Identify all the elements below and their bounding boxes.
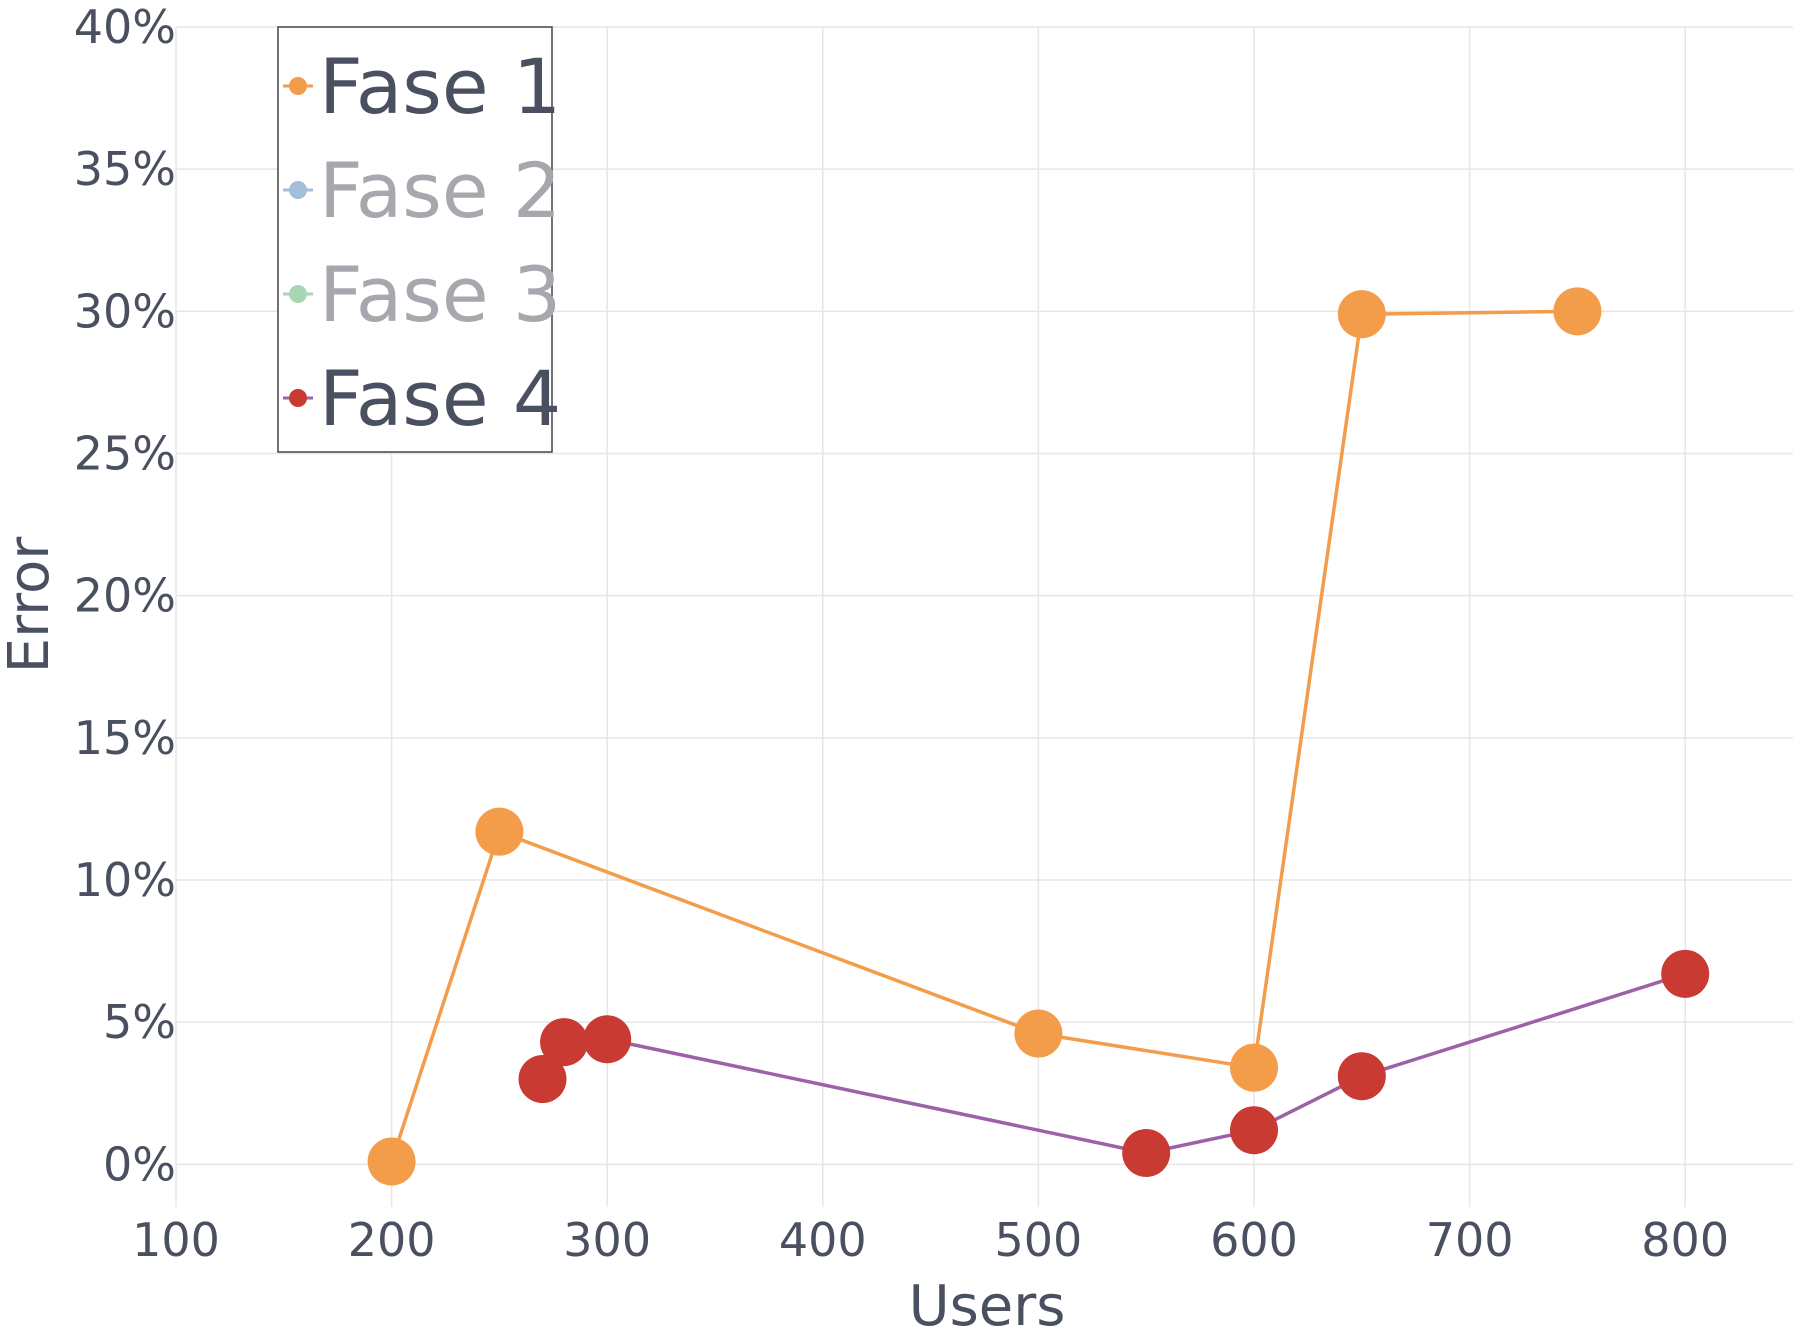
y-tick-label: 30%	[74, 284, 176, 338]
y-tick-label: 20%	[74, 569, 176, 623]
x-tick-label: 200	[348, 1213, 436, 1267]
legend-item-3[interactable]: Fase 3	[283, 250, 561, 339]
series-markers	[367, 287, 1710, 1186]
x-tick-label: 600	[1210, 1213, 1298, 1267]
data-point-series-4[interactable]	[1661, 949, 1710, 998]
legend-marker-swatch	[289, 181, 307, 199]
legend-item-2[interactable]: Fase 2	[283, 146, 561, 235]
y-tick-label: 25%	[74, 427, 176, 481]
data-point-series-1[interactable]	[1553, 287, 1602, 336]
legend: Fase 1 Fase 2 Fase 3 Fase 4	[277, 26, 561, 453]
y-tick-label: 40%	[74, 0, 176, 54]
data-point-series-4[interactable]	[1230, 1106, 1278, 1155]
x-tick-label: 300	[563, 1213, 651, 1267]
data-point-series-1[interactable]	[475, 807, 524, 856]
data-point-series-4[interactable]	[1337, 1052, 1386, 1101]
y-tick-label: 15%	[74, 711, 176, 765]
x-tick-label: 700	[1426, 1213, 1514, 1267]
legend-marker-swatch	[289, 285, 307, 303]
series-line-1	[389, 309, 1578, 1163]
data-point-series-1[interactable]	[1337, 290, 1386, 339]
y-tick-label: 35%	[74, 142, 176, 196]
grid	[175, 26, 1793, 1207]
legend-label: Fase 2	[319, 146, 561, 235]
y-tick-label: 10%	[74, 853, 176, 907]
data-point-series-1[interactable]	[1230, 1043, 1278, 1092]
data-point-series-1[interactable]	[367, 1137, 416, 1186]
x-axis-title: Users	[909, 1274, 1066, 1326]
x-tick-label: 500	[994, 1213, 1082, 1267]
y-axis-title: Error	[0, 536, 62, 673]
data-point-series-4[interactable]	[583, 1015, 632, 1064]
y-tick-label: 0%	[103, 1137, 176, 1191]
data-point-series-4[interactable]	[1122, 1128, 1171, 1177]
data-point-series-1[interactable]	[1014, 1009, 1063, 1058]
x-tick-label: 800	[1641, 1213, 1729, 1267]
y-axis-ticks: 0% 5% 10% 15% 20% 25% 30% 35% 40%	[74, 0, 176, 1191]
data-point-series-4[interactable]	[518, 1055, 567, 1104]
x-axis-ticks: 100 200 300 400 500 600 700 800	[132, 1213, 1729, 1267]
legend-marker-swatch	[289, 77, 307, 95]
x-tick-label: 100	[132, 1213, 220, 1267]
legend-marker-swatch	[289, 389, 307, 407]
legend-item-1[interactable]: Fase 1	[283, 42, 561, 131]
series-line-4	[540, 972, 1686, 1155]
legend-label: Fase 4	[319, 354, 561, 443]
x-tick-label: 400	[779, 1213, 867, 1267]
legend-label: Fase 3	[319, 250, 561, 339]
legend-item-4[interactable]: Fase 4	[283, 354, 561, 443]
data-point-series-4[interactable]	[540, 1018, 589, 1067]
legend-label: Fase 1	[319, 42, 561, 131]
legend-box	[277, 26, 553, 453]
y-tick-label: 5%	[103, 995, 176, 1049]
